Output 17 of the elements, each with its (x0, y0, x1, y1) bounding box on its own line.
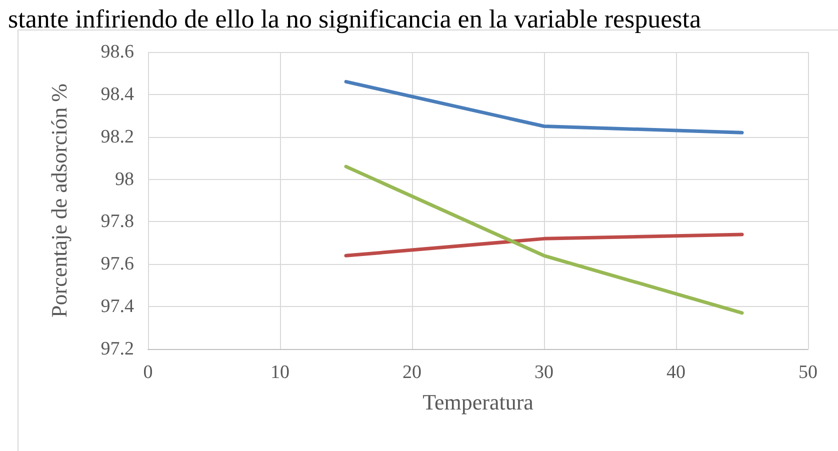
y-axis-title: Porcentaje de adsorción % (46, 84, 72, 318)
y-tick-label: 97.4 (100, 296, 134, 318)
x-tick-label: 20 (402, 362, 422, 383)
y-tick-label: 98.4 (100, 84, 134, 105)
y-tick-label: 98.6 (100, 42, 134, 62)
y-tick-label: 98 (115, 168, 134, 190)
y-tick-label: 97.6 (100, 254, 134, 275)
x-tick-label: 10 (270, 362, 290, 383)
x-tick-label: 30 (534, 362, 554, 383)
x-tick-label: 50 (798, 362, 818, 383)
y-tick-label: 97.2 (100, 338, 134, 360)
x-tick-label: 40 (666, 362, 686, 383)
y-tick-label: 98.2 (100, 126, 134, 148)
y-tick-label: 97.8 (100, 211, 134, 232)
x-tick-label: 0 (143, 362, 153, 383)
text: stante infiriendo de ello la no significancia en la variable respuesta (8, 4, 702, 34)
x-axis-title: Temperatura (422, 390, 534, 414)
